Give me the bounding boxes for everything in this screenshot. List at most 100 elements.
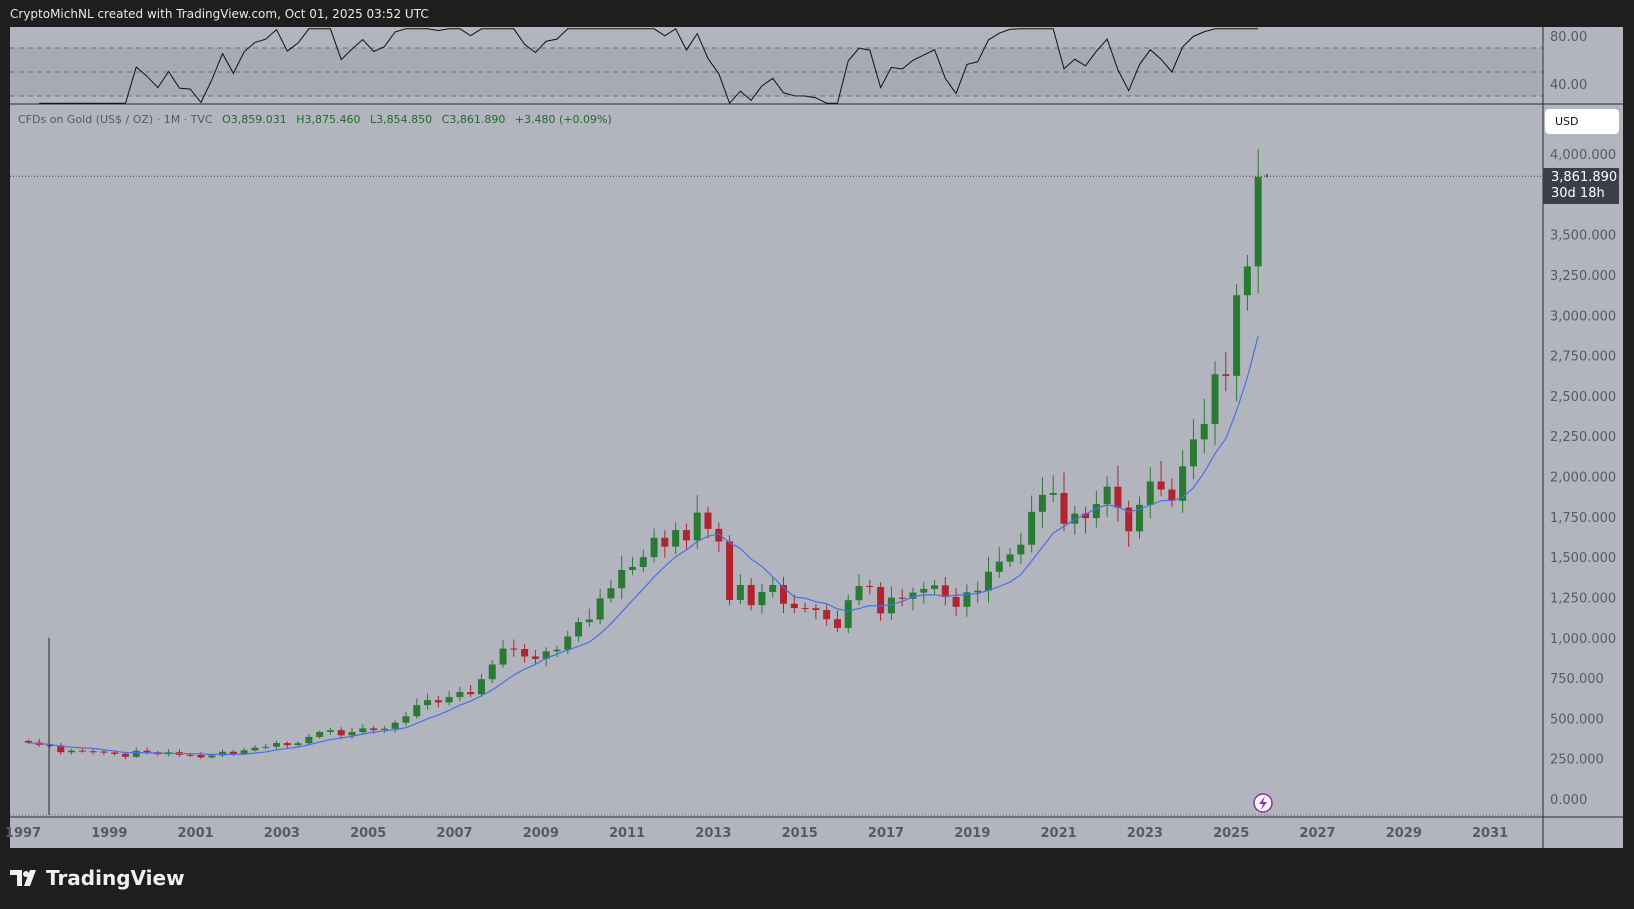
time-tick-label: 2021 [1041, 826, 1077, 841]
ohlc-high: H3,875.460 [296, 113, 361, 126]
candle-body [585, 619, 593, 623]
candle-body [445, 697, 453, 703]
candle-body [984, 571, 992, 591]
last-price: 3,861.890 [1551, 170, 1618, 185]
candle-body [111, 752, 119, 754]
time-tick-label: 2029 [1386, 826, 1422, 841]
time-tick-label: 2025 [1213, 826, 1249, 841]
candle-body [208, 755, 216, 758]
tradingview-logo-icon [10, 870, 36, 886]
candle-body [607, 588, 615, 599]
candle-body [618, 570, 626, 589]
candle-body [57, 745, 65, 753]
candle-body [661, 537, 669, 547]
time-tick-label: 2003 [264, 826, 300, 841]
candle-body [758, 591, 766, 606]
candle-body [100, 751, 108, 753]
symbol-legend: CFDs on Gold (US$ / OZ) · 1M · TVC O3,85… [18, 113, 612, 126]
time-tick-label: 2011 [609, 826, 645, 841]
candle-body [68, 750, 76, 753]
candle-body [380, 728, 388, 730]
candle-body [855, 585, 863, 601]
candle-body [974, 590, 982, 593]
time-tick-label: 2017 [868, 826, 904, 841]
candle-body [887, 597, 895, 614]
candle-body [283, 743, 291, 746]
candle-body [262, 746, 270, 748]
ohlc-close: C3,861.890 [441, 113, 506, 126]
candle-body [456, 692, 464, 698]
symbol-name[interactable]: CFDs on Gold (US$ / OZ) · 1M · TVC [18, 113, 213, 126]
candle-body [1071, 513, 1079, 524]
candle-body [143, 750, 151, 753]
candle-body [704, 512, 712, 529]
candle-body [219, 751, 227, 756]
candle-body [1179, 466, 1187, 501]
candle-body [186, 754, 194, 756]
candle-body [24, 740, 32, 743]
candle-body [812, 608, 820, 611]
currency-button[interactable]: USD [1545, 109, 1619, 134]
candle-body [672, 530, 680, 547]
candle-body [402, 716, 410, 723]
candle-countdown: 30d 18h [1551, 186, 1605, 201]
candle-body [628, 566, 636, 571]
price-tick-label: 2,500.000 [1550, 390, 1616, 405]
candle-body [391, 722, 399, 729]
candle-body [359, 728, 367, 733]
candle-body [326, 730, 334, 732]
price-tick-label: 4,000.000 [1550, 148, 1616, 163]
candle-body [1006, 554, 1014, 562]
time-tick-label: 2001 [178, 826, 214, 841]
candle-body [370, 728, 378, 730]
price-tick-label: 3,500.000 [1550, 229, 1616, 244]
time-tick-label: 1999 [91, 826, 127, 841]
candle-body [833, 619, 841, 628]
candle-body [1049, 492, 1057, 495]
candle-body [89, 751, 97, 753]
candle-body [682, 530, 690, 541]
time-tick-label: 2009 [523, 826, 559, 841]
candle-body [477, 679, 485, 695]
candle-body [780, 585, 788, 604]
candle-body [1038, 494, 1046, 512]
price-tick-label: 500.000 [1550, 712, 1604, 727]
candle-body [488, 664, 496, 680]
candle-body [920, 588, 928, 593]
chart-frame[interactable] [10, 27, 1623, 848]
candle-body [1254, 176, 1262, 267]
tradingview-logo[interactable]: TradingView [10, 866, 185, 890]
candle-body [1103, 486, 1111, 505]
candle-body [46, 744, 54, 746]
time-tick-label: 2007 [436, 826, 472, 841]
time-tick-label: 2031 [1472, 826, 1508, 841]
price-tick-label: 0.000 [1550, 793, 1587, 808]
candle-body [240, 750, 248, 755]
candle-body [251, 747, 259, 751]
candle-body [1157, 481, 1165, 490]
candle-body [413, 705, 421, 717]
candle-body [693, 512, 701, 541]
candle-body [305, 736, 313, 744]
candle-body [121, 753, 129, 757]
candle-body [521, 649, 529, 657]
price-tick-label: 3,250.000 [1550, 269, 1616, 284]
candle-body [467, 692, 475, 695]
candle-body [294, 743, 302, 746]
candle-body [726, 541, 734, 601]
candle-body [575, 622, 583, 637]
candle-body [553, 649, 561, 652]
candle-body [434, 700, 442, 703]
price-tick-label: 2,000.000 [1550, 471, 1616, 486]
candle-body [510, 648, 518, 650]
candle-body [1189, 439, 1197, 467]
price-tick-label: 1,250.000 [1550, 591, 1616, 606]
candle-body [909, 592, 917, 599]
candle-body [823, 610, 831, 620]
candle-body [1136, 504, 1144, 532]
candle-body [564, 636, 572, 650]
candle-body [995, 561, 1003, 572]
candle-body [931, 585, 939, 589]
rsi-tick-label: 40.00 [1550, 78, 1587, 93]
